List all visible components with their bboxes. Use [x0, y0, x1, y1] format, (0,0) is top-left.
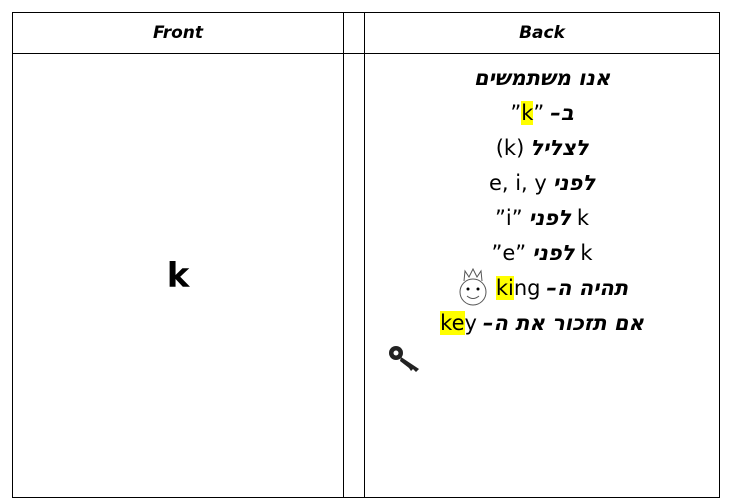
text-segment: k [580, 240, 593, 265]
flashcard-table: Front Back k אנו משתמשים” k” ב– (k) לצליל e, … [12, 12, 720, 498]
text-segment: (k) [495, 135, 525, 160]
text-segment: לצליל [530, 135, 589, 160]
content-row: k אנו משתמשים” k” ב– (k) לצליל e, i, y לפני ”i”… [12, 53, 720, 498]
back-line: ki ng תהיה ה– [365, 267, 719, 305]
back-line: e, i, y לפני [365, 165, 719, 200]
front-cell: k [12, 53, 344, 498]
text-segment: y [464, 310, 477, 335]
text-segment: לפני [552, 170, 596, 195]
back-line: ke y אם תזכור את ה– [365, 305, 719, 340]
highlighted-text: ke [440, 310, 465, 335]
text-segment: לפני [528, 205, 571, 230]
front-header: Front [12, 12, 344, 54]
text-segment: e, i, y [488, 170, 547, 195]
header-row: Front Back [12, 12, 720, 54]
back-cell: אנו משתמשים” k” ב– (k) לצליל e, i, y לפני ”i” לפ… [364, 53, 720, 498]
text-segment: ng [513, 275, 541, 300]
spacer-cell [343, 53, 365, 498]
back-line: (k) לצליל [365, 130, 719, 165]
king-icon [459, 267, 487, 305]
back-line: אנו משתמשים [365, 60, 719, 95]
back-line: ”e” לפני k [365, 235, 719, 270]
back-header: Back [364, 12, 720, 54]
text-segment: ” [510, 100, 522, 125]
key-icon-row [365, 340, 719, 375]
key-icon [389, 345, 419, 372]
text-segment: ”i” [495, 205, 523, 230]
spacer-column [343, 12, 365, 54]
text-segment: ”e” [491, 240, 527, 265]
text-segment: ב– [550, 100, 574, 125]
text-segment: אנו משתמשים [473, 65, 611, 90]
text-segment: ” [533, 100, 545, 125]
text-segment: אם תזכור את ה– [482, 310, 644, 335]
back-line: ”i” לפני k [365, 200, 719, 235]
highlighted-text: ki [495, 275, 514, 300]
text-segment: לפני [532, 240, 575, 265]
back-line: ” k” ב– [365, 95, 719, 130]
text-segment: תהיה ה– [546, 275, 629, 300]
highlighted-text: k [521, 100, 534, 125]
text-segment: k [576, 205, 589, 230]
